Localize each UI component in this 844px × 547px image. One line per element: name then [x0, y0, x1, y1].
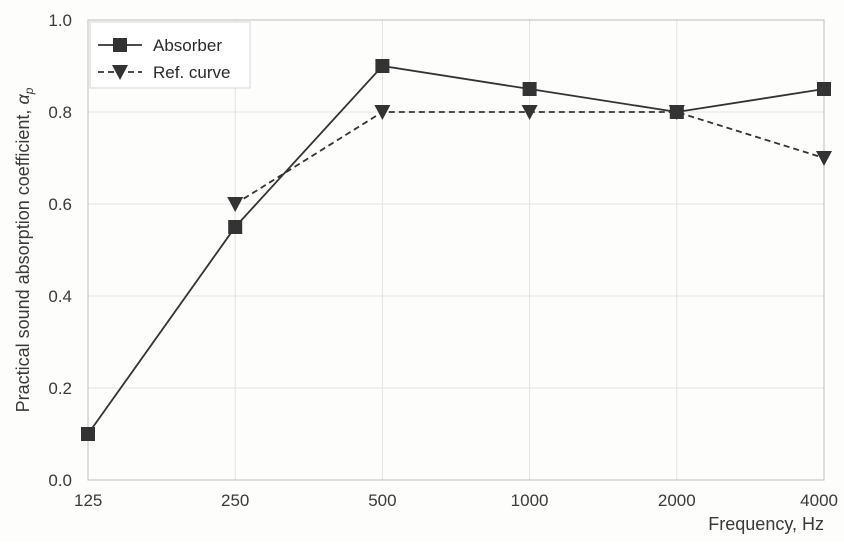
- legend-box: [89, 21, 251, 89]
- y-tick-label: 0.0: [48, 471, 72, 490]
- data-point-absorber: [81, 427, 95, 441]
- data-point-ref-curve: [227, 197, 244, 212]
- x-tick-label: 250: [221, 491, 249, 510]
- x-tick-label: 4000: [800, 491, 838, 510]
- grid: [87, 19, 825, 481]
- x-tick-label: 125: [74, 491, 102, 510]
- data-point-absorber: [375, 59, 390, 73]
- series-absorber: [81, 59, 831, 441]
- data-point-absorber: [817, 82, 831, 96]
- y-tick-label: 0.6: [48, 195, 72, 214]
- plot-frame: [87, 19, 825, 481]
- data-point-ref-curve: [374, 105, 391, 120]
- y-tick-label: 0.8: [48, 103, 72, 122]
- y-axis-title-subscript: p: [22, 87, 36, 95]
- legend-label: Ref. curve: [153, 63, 230, 82]
- series-line-absorber: [87, 65, 825, 435]
- x-tick-label: 2000: [658, 491, 696, 510]
- data-point-ref-curve: [816, 151, 832, 166]
- legend-item-ref-curve: Ref. curve: [98, 63, 230, 82]
- y-tick-label: 1.0: [48, 11, 72, 30]
- x-tick-label: 1000: [511, 491, 549, 510]
- y-axis-title-symbol: α: [13, 94, 33, 105]
- legend-marker: [113, 38, 127, 52]
- legend-marker: [112, 65, 128, 80]
- data-point-absorber: [669, 105, 684, 119]
- y-tick-label: 0.4: [48, 287, 72, 306]
- legend-label: Absorber: [153, 36, 222, 55]
- legend: Absorber Ref. curve: [89, 21, 251, 89]
- y-axis-ticks: 0.0 0.2 0.4 0.6 0.8 1.0: [48, 11, 72, 490]
- y-axis-title-main: Practical sound absorption coefficient,: [13, 105, 33, 413]
- data-point-ref-curve: [521, 105, 538, 120]
- data-point-absorber: [228, 220, 243, 234]
- series: [81, 59, 832, 441]
- x-tick-label: 500: [368, 491, 396, 510]
- data-point-absorber: [522, 82, 537, 96]
- y-tick-label: 0.2: [48, 379, 72, 398]
- y-axis-title: Practical sound absorption coefficient, …: [13, 87, 36, 412]
- x-axis-title: Frequency, Hz: [708, 514, 824, 534]
- x-axis-ticks: 125 250 500 1000 2000 4000: [74, 491, 838, 510]
- legend-item-absorber: Absorber: [98, 36, 222, 55]
